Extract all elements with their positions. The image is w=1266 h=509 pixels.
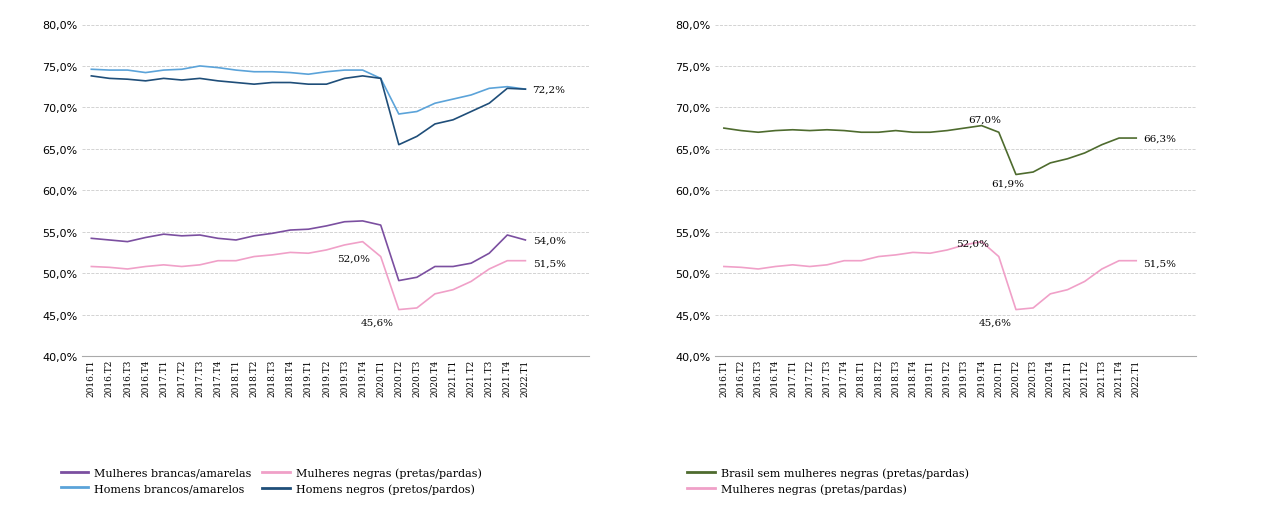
Text: 51,5%: 51,5% xyxy=(533,259,566,268)
Text: 52,0%: 52,0% xyxy=(337,254,370,263)
Text: 45,6%: 45,6% xyxy=(979,318,1012,327)
Text: 54,0%: 54,0% xyxy=(533,236,566,245)
Legend: Mulheres brancas/amarelas, Homens brancos/amarelos, Mulheres negras (pretas/pard: Mulheres brancas/amarelas, Homens branco… xyxy=(56,463,486,498)
Text: 66,3%: 66,3% xyxy=(1143,134,1176,143)
Text: 51,5%: 51,5% xyxy=(1143,259,1176,268)
Text: 52,0%: 52,0% xyxy=(957,239,990,248)
Legend: Brasil sem mulheres negras (pretas/pardas), Mulheres negras (pretas/pardas): Brasil sem mulheres negras (pretas/parda… xyxy=(682,463,974,498)
Text: 61,9%: 61,9% xyxy=(991,180,1024,189)
Text: 45,6%: 45,6% xyxy=(361,318,394,327)
Text: 67,0%: 67,0% xyxy=(968,115,1001,124)
Text: 72,2%: 72,2% xyxy=(533,86,566,95)
